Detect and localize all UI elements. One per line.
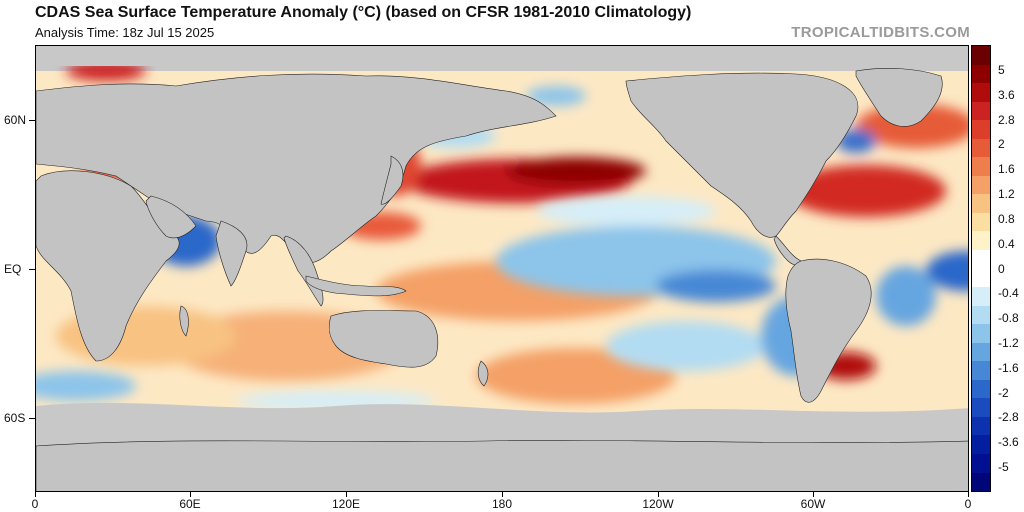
colorbar-cell [972, 305, 990, 325]
x-label-120w: 120W [642, 497, 674, 511]
colorbar-label: 1.6 [998, 162, 1015, 177]
colorbar-cell [972, 250, 990, 269]
x-label-0: 0 [31, 497, 39, 511]
colorbar-label: -1.6 [998, 360, 1019, 375]
colorbar-label: -2.8 [998, 410, 1019, 425]
colorbar-cell [972, 416, 990, 436]
colorbar-label: 1.2 [998, 187, 1015, 202]
colorbar [971, 45, 991, 492]
colorbar-cell [972, 398, 990, 417]
colorbar-label: 2.8 [998, 112, 1015, 127]
y-tick-eq [29, 269, 35, 270]
land-masses [36, 67, 968, 491]
x-label-60e: 60E [179, 497, 201, 511]
colorbar-cell [972, 361, 990, 380]
x-label-0-end: 0 [964, 497, 972, 511]
x-label-180: 180 [491, 497, 513, 511]
colorbar-label: 5 [998, 63, 1005, 77]
x-tick-120w [658, 492, 659, 497]
y-label-60n: 60N [4, 113, 27, 127]
x-tick-0-end [968, 492, 969, 497]
colorbar-cell [972, 379, 990, 399]
colorbar-cell [972, 342, 990, 362]
colorbar-cell [972, 46, 990, 65]
colorbar-label: -0.8 [998, 311, 1019, 326]
colorbar-cell [972, 120, 990, 139]
y-label-eq: EQ [4, 262, 22, 276]
colorbar-label: -0.4 [998, 286, 1019, 301]
x-tick-0 [35, 492, 36, 497]
colorbar-label: 2 [998, 137, 1005, 152]
x-tick-120e [346, 492, 347, 497]
y-tick-60n [29, 120, 35, 121]
colorbar-label: -5 [998, 460, 1009, 474]
colorbar-label: 0 [998, 261, 1005, 276]
colorbar-cell [972, 268, 990, 288]
colorbar-label: -3.6 [998, 435, 1019, 450]
y-tick-60s [29, 418, 35, 419]
colorbar-label: 0.4 [998, 236, 1015, 251]
colorbar-cell [972, 64, 990, 84]
colorbar-label: -1.2 [998, 335, 1019, 350]
sst-anomaly-map [35, 45, 969, 492]
x-label-60w: 60W [800, 497, 826, 511]
map-title: CDAS Sea Surface Temperature Anomaly (°C… [35, 4, 692, 21]
colorbar-label: -2 [998, 385, 1009, 400]
colorbar-cell [972, 83, 990, 102]
colorbar-cell [972, 454, 990, 473]
colorbar-cell [972, 175, 990, 195]
colorbar-cell [972, 101, 990, 121]
colorbar-cell [972, 157, 990, 176]
x-tick-60e [190, 492, 191, 497]
x-tick-180 [502, 492, 503, 497]
colorbar-cell [972, 472, 990, 492]
x-tick-60w [813, 492, 814, 497]
x-label-120e: 120E [331, 497, 361, 511]
colorbar-cell [972, 435, 990, 455]
colorbar-cell [972, 138, 990, 158]
y-label-60s: 60S [4, 411, 26, 425]
colorbar-cell [972, 194, 990, 213]
colorbar-label: 0.8 [998, 211, 1015, 226]
colorbar-cell [972, 287, 990, 306]
analysis-time: Analysis Time: 18z Jul 15 2025 [35, 25, 215, 40]
colorbar-label: 3.6 [998, 87, 1015, 102]
colorbar-cell [972, 212, 990, 232]
colorbar-cell [972, 324, 990, 343]
brand-watermark: TROPICALTIDBITS.COM [791, 24, 970, 41]
colorbar-cell [972, 231, 990, 251]
